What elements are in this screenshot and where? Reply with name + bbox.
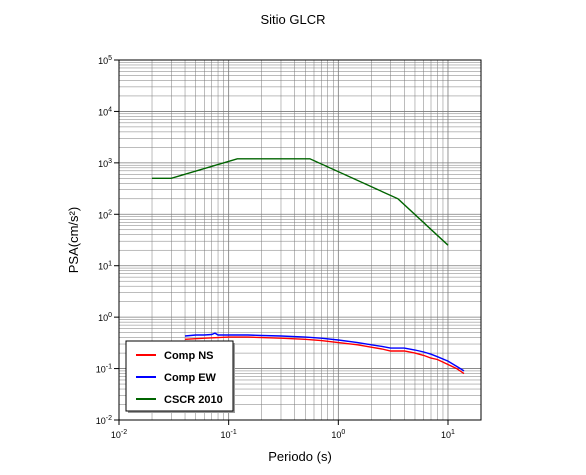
x-tick-label: 10-1 — [221, 429, 237, 440]
chart-legend: Comp NS Comp EW CSCR 2010 — [125, 340, 235, 413]
y-tick-label: 103 — [98, 158, 112, 169]
series-line-2 — [152, 158, 449, 246]
y-tick-label: 10-1 — [96, 364, 112, 375]
y-axis-label: PSA(cm/s²) — [66, 207, 81, 273]
x-tick-label: 101 — [441, 429, 455, 440]
axis-ticks: 10-2 10-1 100 101 10-2 10-1 100 101 102 103 104 105 — [96, 55, 455, 440]
x-tick-label: 10-2 — [111, 429, 127, 440]
plot-grid — [118, 59, 482, 421]
legend-label: CSCR 2010 — [164, 394, 223, 406]
y-tick-label: 102 — [98, 209, 112, 220]
y-tick-label: 10-2 — [96, 415, 112, 426]
chart-title: Sitio GLCR — [260, 12, 325, 27]
legend-label: Comp EW — [164, 372, 217, 384]
y-tick-label: 105 — [98, 55, 112, 66]
y-tick-label: 100 — [98, 312, 112, 323]
series-line-1 — [184, 332, 465, 372]
series-layer — [152, 158, 465, 375]
x-axis-label: Periodo (s) — [268, 449, 332, 464]
y-tick-label: 101 — [98, 261, 112, 272]
plot-frame — [118, 59, 482, 421]
legend-label: Comp NS — [164, 350, 214, 362]
x-tick-label: 100 — [331, 429, 345, 440]
series-line-0 — [184, 336, 465, 375]
y-tick-label: 104 — [98, 106, 112, 117]
